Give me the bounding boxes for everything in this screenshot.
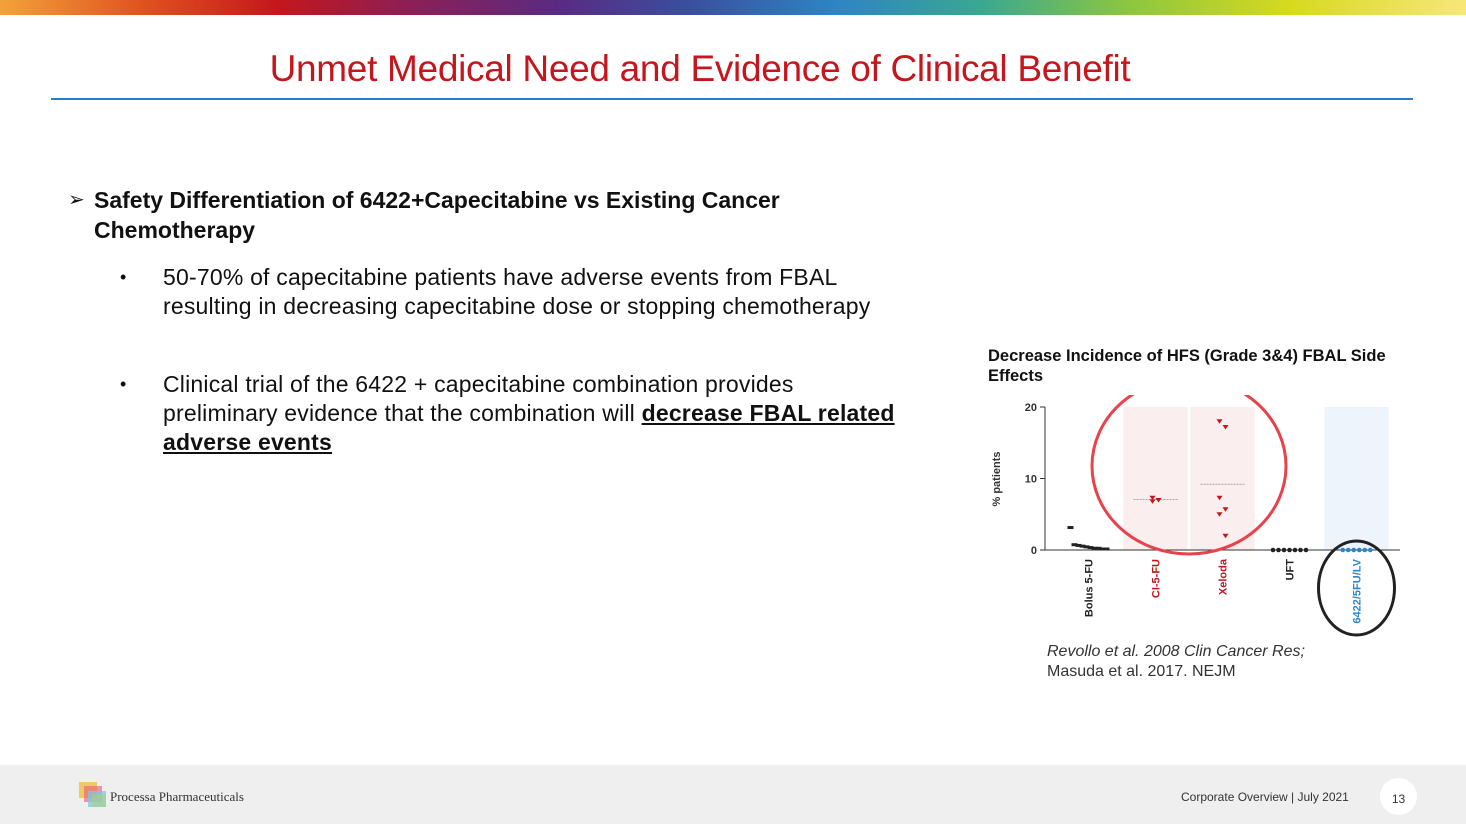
highlight-band <box>1123 407 1188 550</box>
data-point <box>1222 507 1229 512</box>
section-heading: ➢ Safety Differentiation of 6422+Capecit… <box>68 185 868 245</box>
data-point <box>1216 419 1223 424</box>
data-point <box>1155 497 1162 503</box>
data-point <box>1351 547 1357 553</box>
hfs-scatter-chart: 0 10 20 % patients Bolus 5-FU CI-5-FU Xeloda… <box>991 395 1400 637</box>
highlight-circle <box>1090 395 1288 556</box>
data-point <box>1067 526 1074 530</box>
data-point <box>1149 499 1156 504</box>
data-point <box>1216 512 1223 517</box>
y-ticks: 0 10 20 <box>1025 402 1045 557</box>
data-point <box>1149 495 1156 501</box>
data-point <box>1079 544 1086 548</box>
x-tick-label: Xeloda <box>1218 558 1230 595</box>
title-divider <box>51 98 1413 100</box>
processa-logo-icon <box>79 782 106 807</box>
emphasis-marks <box>1090 395 1396 637</box>
data-point <box>1083 545 1090 549</box>
y-tick-label: 0 <box>1031 545 1037 557</box>
data-point <box>1099 547 1106 551</box>
data-point <box>1071 543 1078 547</box>
bullet-item: • Clinical trial of the 6422 + capecitab… <box>120 370 900 457</box>
company-name: Processa Pharmaceuticals <box>110 789 244 804</box>
bullet-dot: • <box>120 374 127 394</box>
page-number: 13 <box>1380 778 1417 815</box>
bullet-item: • 50-70% of capecitabine patients have a… <box>120 263 900 321</box>
data-point <box>1281 547 1287 553</box>
highlight-band <box>1190 407 1255 550</box>
data-point <box>1095 546 1102 550</box>
data-points <box>1067 419 1373 553</box>
data-point <box>1103 547 1110 551</box>
section-heading-text: Safety Differentiation of 6422+Capecitab… <box>94 187 780 243</box>
data-point <box>1367 547 1373 553</box>
data-point <box>1270 547 1276 553</box>
citation-line-1: Revollo et al. 2008 Clin Cancer Res; <box>1047 643 1305 660</box>
data-point <box>1362 547 1368 553</box>
focus-circle <box>1317 539 1396 637</box>
data-point <box>1087 546 1094 550</box>
data-point <box>1222 425 1229 430</box>
chart-title: Decrease Incidence of HFS (Grade 3&4) FB… <box>988 347 1386 385</box>
data-point <box>1075 543 1082 547</box>
x-tick-label: Bolus 5-FU <box>1084 559 1096 617</box>
x-tick-label: 6422/5FU/LV <box>1352 558 1364 623</box>
data-point <box>1091 546 1098 550</box>
data-point <box>1287 547 1292 553</box>
bullet-text: 50-70% of capecitabine patients have adv… <box>163 264 871 319</box>
y-axis-label: % patients <box>991 451 1003 506</box>
bullet-text-emphasis: decrease FBAL related adverse events <box>163 400 895 455</box>
data-point <box>1216 495 1223 501</box>
y-tick-label: 10 <box>1025 474 1037 486</box>
data-point <box>1356 547 1362 553</box>
x-tick-label: CI-5-FU <box>1151 559 1163 598</box>
data-point <box>1276 547 1281 553</box>
highlight-bands <box>1123 407 1389 550</box>
bullet-text: Clinical trial of the 6422 + capecitabin… <box>163 370 900 457</box>
arrow-bullet-icon: ➢ <box>68 189 85 211</box>
slide-title: Unmet Medical Need and Evidence of Clini… <box>269 48 1131 89</box>
x-tick-label: UFT <box>1285 559 1297 581</box>
citation: Revollo et al. 2008 Clin Cancer Res; Mas… <box>1047 642 1305 682</box>
data-point <box>1345 547 1351 553</box>
footer-bar <box>0 765 1466 824</box>
data-point <box>1303 547 1309 553</box>
y-tick-label: 20 <box>1025 402 1037 414</box>
bullet-text-plain: Clinical trial of the 6422 + capecitabin… <box>163 371 794 426</box>
x-tick-labels: Bolus 5-FU CI-5-FU Xeloda UFT 6422/5FU/LV <box>1084 558 1364 623</box>
footer-note: Corporate Overview | July 2021 <box>1181 790 1349 804</box>
brand-gradient-bar <box>0 0 1466 15</box>
data-point <box>1340 547 1346 553</box>
citation-line-2: Masuda et al. 2017. NEJM <box>1047 663 1236 680</box>
data-point <box>1222 533 1229 539</box>
data-point <box>1298 547 1303 553</box>
data-point <box>1292 547 1298 553</box>
bullet-dot: • <box>120 267 127 287</box>
focus-band <box>1324 407 1389 550</box>
